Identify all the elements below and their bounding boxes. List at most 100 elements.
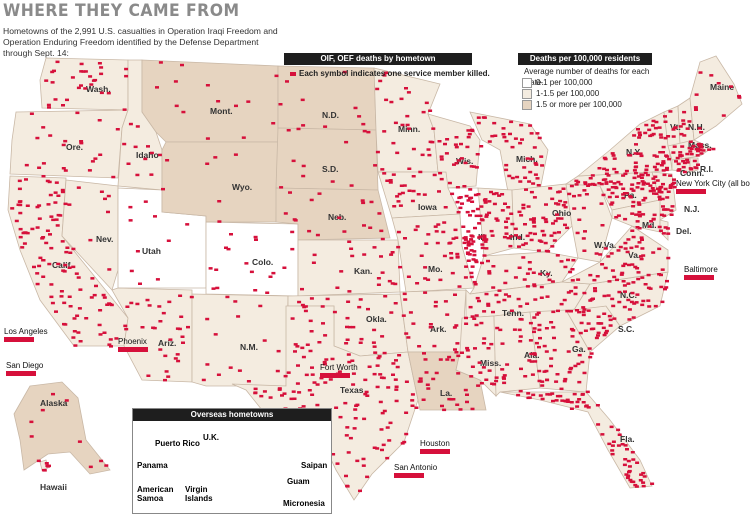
casualty-marker bbox=[173, 80, 178, 83]
casualty-marker bbox=[581, 310, 586, 314]
casualty-marker bbox=[79, 62, 84, 66]
casualty-marker bbox=[582, 308, 587, 311]
casualty-marker bbox=[363, 378, 368, 382]
casualty-marker bbox=[563, 223, 567, 227]
casualty-marker bbox=[312, 253, 317, 257]
casualty-marker bbox=[414, 406, 419, 409]
casualty-marker bbox=[381, 443, 386, 447]
casualty-marker bbox=[494, 217, 499, 220]
casualty-marker bbox=[540, 384, 545, 387]
casualty-marker bbox=[505, 217, 510, 220]
casualty-marker bbox=[577, 218, 582, 221]
casualty-marker bbox=[636, 128, 640, 131]
casualty-marker bbox=[48, 233, 52, 236]
casualty-marker bbox=[553, 219, 558, 223]
casualty-marker bbox=[608, 318, 613, 322]
casualty-marker bbox=[472, 317, 477, 320]
casualty-marker bbox=[439, 177, 444, 181]
casualty-marker bbox=[612, 182, 617, 185]
casualty-marker bbox=[543, 241, 548, 245]
casualty-marker bbox=[532, 352, 537, 355]
casualty-marker bbox=[466, 244, 471, 247]
rate-legend-row: 1.5 or more per 100,000 bbox=[522, 99, 650, 110]
casualty-marker bbox=[616, 444, 621, 447]
casualty-marker bbox=[606, 188, 611, 191]
casualty-marker bbox=[303, 309, 308, 313]
casualty-marker bbox=[466, 135, 471, 139]
casualty-marker bbox=[573, 286, 578, 289]
casualty-marker bbox=[406, 336, 411, 339]
casualty-marker bbox=[528, 339, 533, 342]
casualty-marker bbox=[504, 226, 509, 229]
casualty-marker bbox=[631, 316, 636, 319]
casualty-marker bbox=[147, 304, 152, 307]
casualty-marker bbox=[380, 237, 385, 241]
casualty-marker bbox=[632, 302, 637, 305]
casualty-marker bbox=[44, 241, 49, 245]
state-label: N.H. bbox=[688, 122, 705, 132]
casualty-marker bbox=[537, 239, 542, 242]
casualty-marker bbox=[671, 135, 676, 138]
casualty-marker bbox=[477, 299, 481, 303]
casualty-marker bbox=[504, 163, 509, 167]
casualty-marker bbox=[424, 242, 429, 245]
casualty-marker bbox=[539, 155, 544, 158]
casualty-marker bbox=[625, 476, 630, 480]
casualty-marker bbox=[692, 159, 697, 163]
casualty-marker bbox=[234, 104, 238, 108]
casualty-marker bbox=[610, 201, 615, 204]
casualty-marker bbox=[637, 131, 642, 134]
casualty-marker bbox=[390, 251, 395, 254]
casualty-marker bbox=[494, 376, 499, 379]
casualty-marker bbox=[158, 320, 163, 323]
casualty-marker bbox=[623, 444, 628, 447]
casualty-marker bbox=[293, 350, 297, 353]
casualty-marker bbox=[640, 173, 645, 177]
city-callout-marker bbox=[684, 275, 714, 280]
casualty-marker bbox=[296, 364, 300, 367]
casualty-marker bbox=[577, 398, 582, 401]
casualty-marker bbox=[504, 232, 509, 235]
casualty-marker bbox=[678, 155, 683, 158]
casualty-marker bbox=[358, 489, 362, 493]
casualty-marker bbox=[616, 180, 621, 184]
casualty-marker bbox=[44, 462, 49, 465]
casualty-marker bbox=[522, 166, 527, 169]
city-callouts-layer: New York City (all boroughs)BaltimoreLos… bbox=[4, 179, 750, 478]
casualty-marker bbox=[658, 198, 662, 201]
casualty-marker bbox=[345, 484, 350, 488]
casualty-marker bbox=[380, 271, 385, 274]
state-nj bbox=[651, 171, 677, 221]
casualty-marker bbox=[214, 268, 219, 271]
casualty-marker bbox=[614, 195, 619, 198]
casualty-marker bbox=[433, 305, 438, 308]
city-callout-label: New York City (all boroughs) bbox=[676, 179, 750, 188]
casualty-marker bbox=[545, 272, 550, 276]
casualty-marker bbox=[123, 324, 128, 328]
city-callout-marker bbox=[320, 373, 350, 378]
casualty-marker bbox=[633, 161, 638, 164]
state-label: Texas bbox=[340, 385, 364, 395]
casualty-marker bbox=[539, 285, 544, 289]
casualty-marker bbox=[283, 212, 288, 215]
city-callout-marker bbox=[420, 449, 450, 454]
casualty-marker bbox=[391, 173, 396, 176]
casualty-marker bbox=[688, 167, 693, 170]
casualty-marker bbox=[466, 230, 471, 233]
casualty-marker bbox=[98, 309, 103, 312]
casualty-marker bbox=[659, 164, 664, 167]
casualty-marker bbox=[465, 145, 470, 149]
casualty-marker bbox=[633, 265, 638, 269]
casualty-marker bbox=[345, 426, 350, 429]
casualty-marker bbox=[93, 157, 98, 160]
casualty-marker bbox=[518, 180, 523, 183]
state-label: Wis. bbox=[456, 156, 473, 166]
casualty-marker bbox=[157, 153, 162, 157]
casualty-marker bbox=[737, 96, 742, 99]
casualty-marker bbox=[516, 297, 521, 301]
casualty-marker bbox=[671, 151, 676, 154]
casualty-marker bbox=[504, 269, 509, 273]
casualty-marker bbox=[527, 396, 532, 399]
casualty-marker bbox=[271, 122, 276, 125]
casualty-marker bbox=[562, 379, 567, 383]
